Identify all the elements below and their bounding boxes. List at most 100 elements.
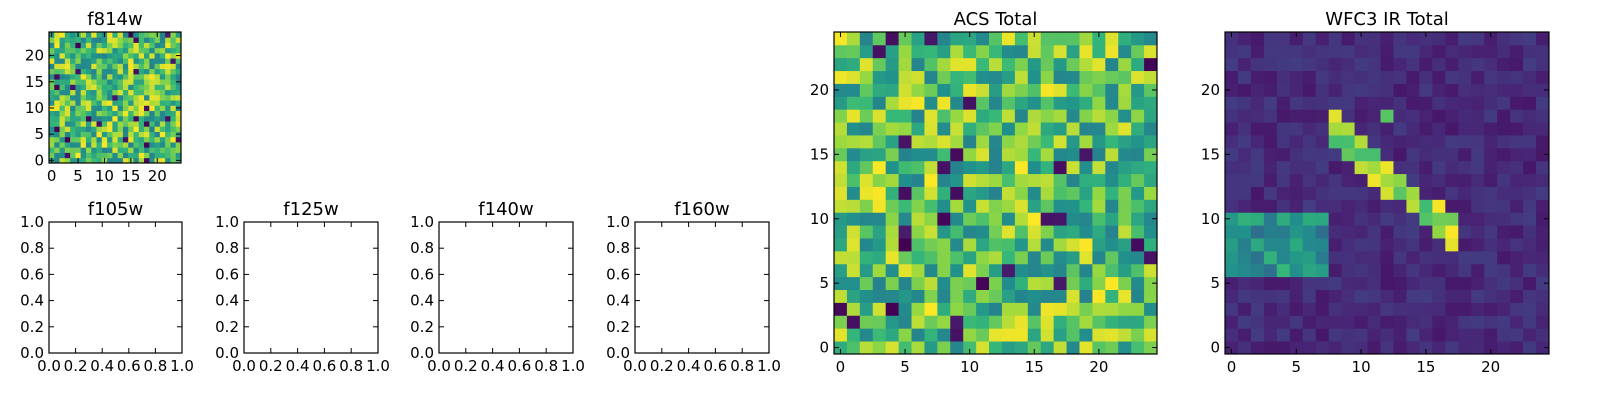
heatmap-cell [1263,70,1278,84]
heatmap-cell [846,315,861,329]
heatmap-cell [1484,250,1498,265]
heatmap-cell [834,44,848,59]
y-tick-label: 0.0 [20,344,44,362]
heatmap-cell [963,341,977,355]
heatmap-cell [117,131,124,138]
x-tick-label: 1.0 [170,357,194,375]
heatmap-cell [165,58,171,64]
heatmap-cell [1419,70,1433,84]
heatmap-cell [107,68,113,75]
heatmap-cell [1027,135,1042,149]
heatmap-cell [1079,302,1093,316]
heatmap-cell [154,63,161,70]
y-tick-label: 0.8 [20,239,44,257]
heatmap-cell [91,68,97,75]
heatmap-cell [1380,122,1394,136]
heatmap-cell [1131,173,1145,187]
heatmap-cell [107,52,113,59]
heatmap-cell [144,121,150,127]
heatmap-cell [1406,57,1420,72]
heatmap-cell [54,52,60,59]
heatmap-cell [989,83,1003,97]
ticks: 0.0 0.2 0.4 0.6 0.8 1.00.00.20.40.60.81.0 [20,213,194,375]
heatmap-cell [175,89,182,96]
heatmap-cell [70,47,76,54]
heatmap-cell [1276,122,1291,136]
heatmap-cell [1393,122,1407,136]
heatmap-cell [1066,276,1080,290]
heatmap-cell [834,302,848,316]
heatmap-cell [1144,250,1158,265]
heatmap-cell [911,173,925,187]
heatmap-cell [96,52,103,59]
heatmap-cell [1289,32,1304,46]
heatmap-cell [1445,238,1459,252]
heatmap-cell [80,126,87,132]
heatmap-cell [859,109,874,123]
heatmap-cell [1302,44,1317,59]
heatmap-cell [1001,341,1016,355]
heatmap-cell [1105,328,1119,342]
heatmap-cell [1105,83,1119,97]
heatmap-cell [1014,250,1029,265]
heatmap-cell [846,70,861,84]
heatmap-cell [85,121,92,127]
heatmap-cell [117,52,124,59]
heatmap-cell [1250,315,1265,329]
heatmap-cell [80,47,87,54]
heatmap-cell [175,152,182,159]
heatmap-cell [911,160,925,175]
heatmap-cell [96,121,103,127]
heatmap-cell [1092,276,1106,290]
heatmap-cell [1263,83,1278,97]
heatmap-cell [85,115,92,122]
heatmap-cell [1066,135,1080,149]
heatmap-cell [1014,57,1029,72]
heatmap-cell [924,109,938,123]
heatmap-cell [1315,250,1330,265]
heatmap-cell [1510,32,1524,46]
heatmap-cell [1053,173,1067,187]
heatmap-cell [59,142,66,148]
heatmap-cell [989,328,1003,342]
heatmap-cell [1406,199,1420,213]
heatmap-cell [85,52,92,59]
x-tick-label: 0.8 [534,357,558,375]
y-tick-label: 0.8 [606,239,630,257]
heatmap-cell [64,147,71,153]
heatmap-cell [1393,289,1407,303]
heatmap-cell [1354,328,1368,342]
heatmap-cell [1131,225,1145,239]
heatmap-cell [950,212,964,226]
heatmap-cell [1497,341,1511,355]
heatmap-cell [834,122,848,136]
heatmap-cell [70,152,76,159]
heatmap-cell [950,44,964,59]
heatmap-cell [1380,276,1394,290]
heatmap-cell [859,83,874,97]
heatmap-cell [54,89,60,96]
heatmap-cell [80,89,87,96]
heatmap-cell [1225,341,1239,355]
heatmap-cell [70,100,76,106]
heatmap-cell [1367,263,1381,278]
heatmap-cell [70,142,76,148]
heatmap-cell [1118,199,1132,213]
heatmap-cell [91,58,97,64]
heatmap-cell [950,315,964,329]
heatmap-cell [1014,44,1029,59]
heatmap-cell [1118,212,1132,226]
heatmap-cell [96,79,103,85]
heatmap-cell [1225,160,1239,175]
heatmap-cell [80,32,87,38]
heatmap-cell [1406,160,1420,175]
y-tick-label: 20 [1201,81,1220,99]
heatmap-cell [117,37,124,43]
heatmap-cell [1354,122,1368,136]
heatmap-cell [112,32,119,38]
heatmap-cell [1406,276,1420,290]
heatmap-cell [1105,250,1119,265]
heatmap-cell [1276,135,1291,149]
heatmap-cell [1131,96,1145,110]
